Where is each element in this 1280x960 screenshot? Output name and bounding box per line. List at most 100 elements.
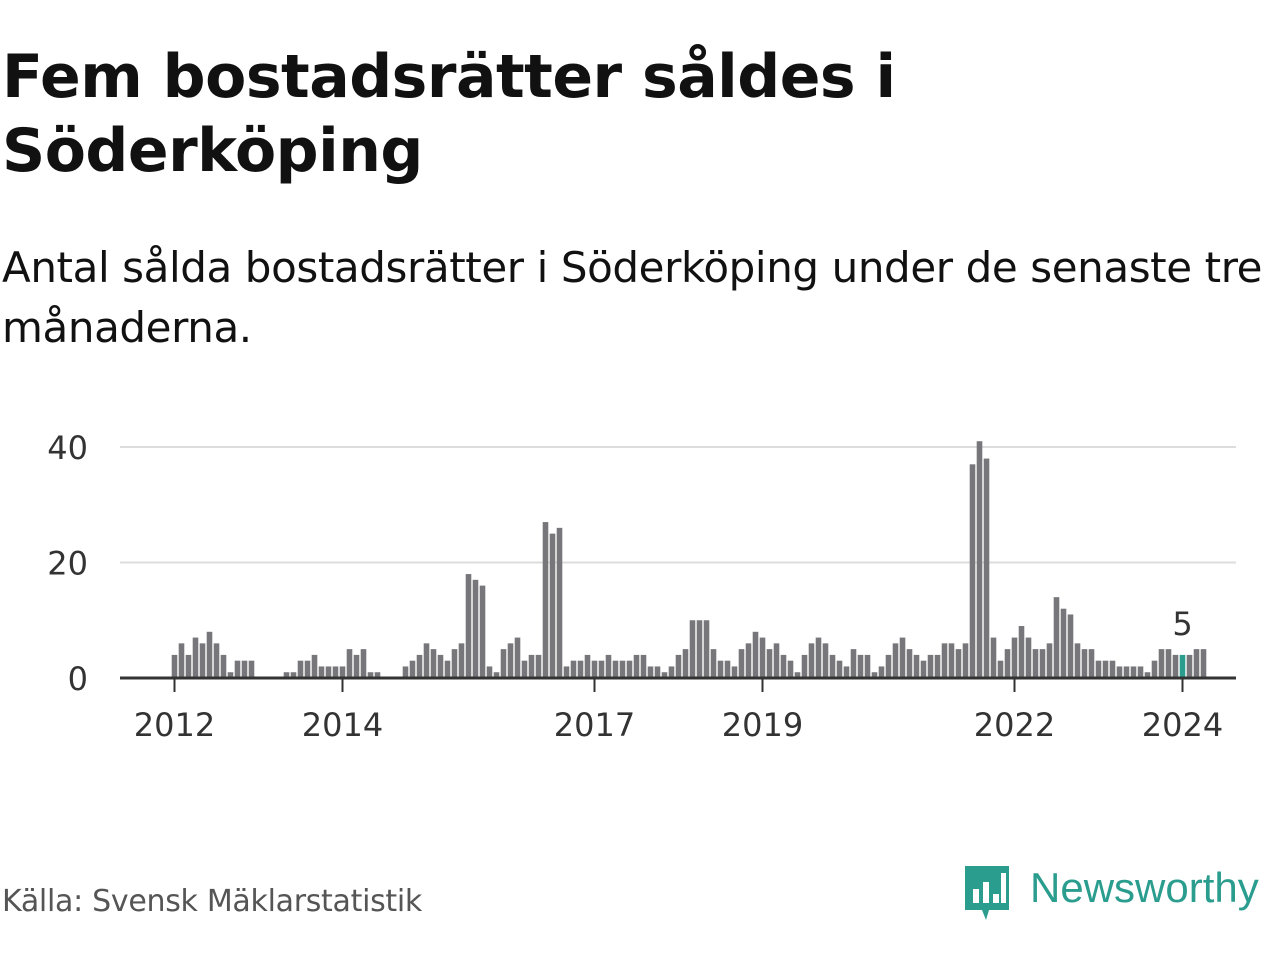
x-tick-label: 2019 — [722, 706, 803, 744]
bar — [1193, 649, 1200, 679]
x-tick-label: 2022 — [974, 706, 1055, 744]
bar — [542, 522, 549, 678]
bar — [353, 654, 360, 678]
y-tick-label: 40 — [47, 429, 88, 467]
bar — [927, 654, 934, 678]
chart-subtitle: Antal sålda bostadsrätter i Söderköping … — [2, 243, 1263, 352]
x-tick-label: 2024 — [1142, 706, 1223, 744]
bar — [717, 660, 724, 678]
bar — [1053, 597, 1060, 678]
bar — [430, 649, 437, 679]
bar — [213, 643, 220, 678]
bar — [745, 643, 752, 678]
bar — [1095, 660, 1102, 678]
bar — [703, 620, 710, 678]
bar — [612, 660, 619, 678]
bar — [1060, 608, 1067, 678]
bar — [731, 666, 738, 678]
bar — [171, 654, 178, 678]
bar — [486, 666, 493, 678]
bar — [535, 654, 542, 678]
bars — [171, 441, 1207, 679]
bar — [787, 660, 794, 678]
bar — [444, 660, 451, 678]
bar — [1151, 660, 1158, 678]
bar-chart: 0 20 40 2012 2014 2017 2019 2022 2024 5 — [47, 429, 1236, 744]
bar — [661, 672, 668, 678]
bar — [416, 654, 423, 678]
x-tick-label: 2017 — [554, 706, 635, 744]
bar — [878, 666, 885, 678]
bar — [241, 660, 248, 678]
bar — [829, 654, 836, 678]
bar — [885, 654, 892, 678]
bar — [1200, 649, 1207, 679]
bar — [234, 660, 241, 678]
bar — [822, 643, 829, 678]
bar — [626, 660, 633, 678]
bar — [724, 660, 731, 678]
bar — [773, 643, 780, 678]
bar — [752, 631, 759, 678]
bar — [920, 660, 927, 678]
bar — [1116, 666, 1123, 678]
bar — [311, 654, 318, 678]
bar — [1032, 649, 1039, 679]
bar — [934, 654, 941, 678]
y-tick-label: 20 — [47, 545, 88, 583]
bar — [997, 660, 1004, 678]
bar — [864, 654, 871, 678]
bar — [458, 643, 465, 678]
bar — [577, 660, 584, 678]
bar — [367, 672, 374, 678]
bar-highlight — [1179, 654, 1186, 678]
bar — [283, 672, 290, 678]
bar — [948, 643, 955, 678]
bar — [766, 649, 773, 679]
bar — [563, 666, 570, 678]
x-axis-ticks: 2012 2014 2017 2019 2022 2024 — [134, 678, 1223, 744]
bar — [619, 660, 626, 678]
bar — [598, 660, 605, 678]
bar — [808, 643, 815, 678]
newsworthy-brand-name: Newsworthy — [1030, 864, 1259, 911]
data-labels: 5 — [1172, 605, 1192, 643]
bar — [1046, 643, 1053, 678]
bar — [801, 654, 808, 678]
bar — [318, 666, 325, 678]
bar — [584, 654, 591, 678]
bar — [472, 579, 479, 678]
bar — [507, 643, 514, 678]
bar — [1123, 666, 1130, 678]
bar — [528, 654, 535, 678]
bar — [339, 666, 346, 678]
bar — [500, 649, 507, 679]
bar — [941, 643, 948, 678]
bar — [591, 660, 598, 678]
bar — [843, 666, 850, 678]
bar — [640, 654, 647, 678]
bar — [857, 654, 864, 678]
bar — [437, 654, 444, 678]
bar — [1137, 666, 1144, 678]
bar — [633, 654, 640, 678]
bar — [493, 672, 500, 678]
bar — [1109, 660, 1116, 678]
bar — [297, 660, 304, 678]
bar — [1172, 654, 1179, 678]
bar — [836, 660, 843, 678]
bar — [360, 649, 367, 679]
chart-title: Fem bostadsrätter såldes i Söderköping — [2, 42, 896, 186]
bar — [794, 672, 801, 678]
bar — [899, 637, 906, 678]
bar — [850, 649, 857, 679]
bar — [514, 637, 521, 678]
bar — [1130, 666, 1137, 678]
bar — [647, 666, 654, 678]
bar — [423, 643, 430, 678]
bar — [192, 637, 199, 678]
bar — [738, 649, 745, 679]
bar — [780, 654, 787, 678]
x-tick-label: 2014 — [302, 706, 383, 744]
bar — [409, 660, 416, 678]
